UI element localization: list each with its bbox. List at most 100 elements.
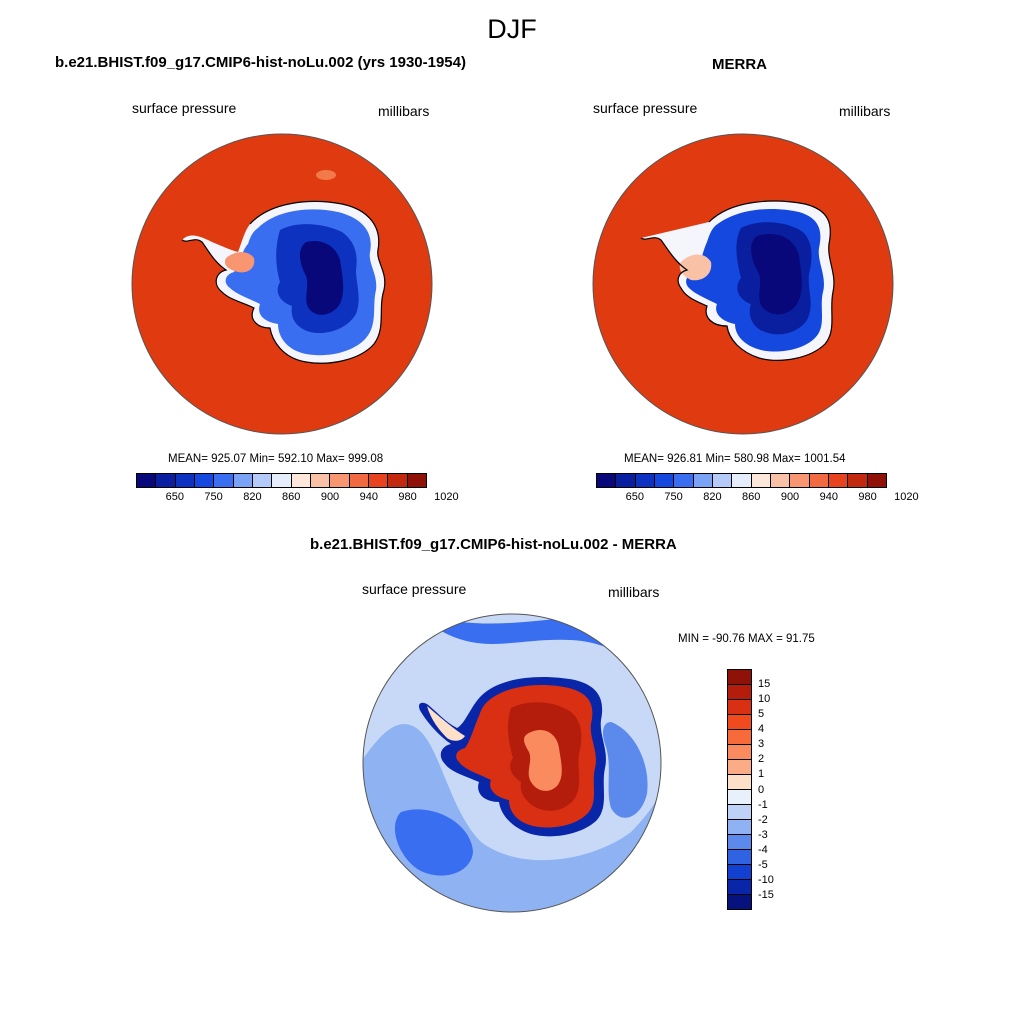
model-pressure-blob [316, 170, 336, 180]
diff-colorbar-box [728, 835, 751, 850]
colorbar-tick-label: 940 [819, 491, 838, 503]
colorbar-box [693, 474, 713, 487]
diff-colorbar-box [728, 775, 751, 790]
colorbar-tick-label: 650 [165, 491, 184, 503]
model-colorbar-boxes [136, 473, 427, 488]
colorbar-tick-label: 980 [858, 491, 877, 503]
colorbar-box [828, 474, 849, 487]
diff-colorbar-tick-label: 3 [758, 738, 765, 751]
colorbar-box [175, 474, 195, 487]
diff-colorbar-tick-label: 15 [758, 678, 771, 691]
diff-colorbar-tick-label: 4 [758, 723, 765, 736]
colorbar-box [597, 474, 617, 487]
diff-colorbar-box [728, 700, 751, 715]
colorbar-box [654, 474, 675, 487]
colorbar-box [751, 474, 771, 487]
diff-colorbar-tick-label: -10 [758, 873, 774, 886]
diff-colorbar-tick-label: -15 [758, 888, 774, 901]
colorbar-tick-label: 940 [359, 491, 378, 503]
diff-colorbar-box [728, 820, 751, 835]
obs-colorbar-ticks: 650 750 820 860 900 940 980 1020 [596, 488, 919, 506]
diff-colorbar-tick-label: 5 [758, 708, 765, 721]
diff-antarctica-field-light [524, 729, 562, 791]
model-map-border [131, 133, 433, 435]
colorbar-box [291, 474, 311, 487]
model-colorbar-ticks: 650 750 820 860 900 940 980 1020 [136, 488, 459, 506]
colorbar-box [310, 474, 331, 487]
colorbar-tick-label: 900 [320, 491, 340, 503]
colorbar-tick-label: 820 [703, 491, 722, 503]
obs-variable-label: surface pressure [593, 100, 698, 116]
diff-colorbar-tick-label: -5 [758, 858, 768, 871]
colorbar-box [635, 474, 655, 487]
diff-map-border [362, 613, 662, 913]
diff-colorbar-box [728, 805, 751, 820]
diff-region-blue-left-low [394, 809, 473, 876]
diff-colorbar-tick-label: 1 [758, 768, 765, 781]
colorbar-box [674, 474, 694, 487]
diff-colorbar-tick-label: -3 [758, 828, 768, 841]
colorbar-tick-label: 1020 [434, 491, 459, 503]
colorbar-tick-label: 820 [243, 491, 262, 503]
colorbar-box [770, 474, 791, 487]
diff-colorbar-box [728, 715, 751, 730]
diff-variable-label: surface pressure [362, 581, 467, 597]
model-colorbar: 650 750 820 860 900 940 980 1020 [136, 473, 459, 506]
model-polar-map [131, 133, 433, 435]
diff-colorbar-box [728, 670, 751, 685]
diff-colorbar-tick-label: 10 [758, 693, 771, 706]
diff-colorbar-tick-label: -4 [758, 843, 768, 856]
diff-panel-title: b.e21.BHIST.f09_g17.CMIP6-hist-noLu.002 … [310, 536, 677, 553]
obs-stats: MEAN= 926.81 Min= 580.98 Max= 1001.54 [624, 453, 846, 465]
colorbar-tick-label: 750 [664, 491, 683, 503]
diff-colorbar-box [728, 865, 751, 880]
colorbar-box [809, 474, 829, 487]
model-antarctica-deep [299, 240, 344, 315]
diff-colorbar-box [728, 745, 751, 760]
diff-stats: MIN = -90.76 MAX = 91.75 [678, 633, 815, 645]
colorbar-box [712, 474, 733, 487]
model-variable-label: surface pressure [132, 100, 237, 116]
colorbar-box [790, 474, 810, 487]
diff-colorbar-box [728, 685, 751, 700]
colorbar-tick-label: 860 [742, 491, 761, 503]
diff-colorbar-tick-label: -2 [758, 813, 768, 826]
colorbar-box [137, 474, 157, 487]
colorbar-box [848, 474, 868, 487]
colorbar-box [368, 474, 389, 487]
diff-colorbar [727, 669, 752, 910]
colorbar-tick-label: 900 [780, 491, 800, 503]
colorbar-box [349, 474, 369, 487]
diff-colorbar-box [728, 895, 751, 909]
colorbar-box [407, 474, 426, 487]
colorbar-box [252, 474, 273, 487]
diff-colorbar-box [728, 790, 751, 805]
diff-colorbar-tick-label: -1 [758, 798, 768, 811]
colorbar-box [156, 474, 176, 487]
colorbar-tick-label: 860 [282, 491, 301, 503]
colorbar-tick-label: 980 [398, 491, 417, 503]
diff-colorbar-box [728, 880, 751, 895]
colorbar-box [272, 474, 292, 487]
diff-colorbar-box [728, 850, 751, 865]
colorbar-box [194, 474, 215, 487]
obs-peninsula-warm [679, 254, 712, 281]
diff-colorbar-tick-label: 2 [758, 753, 765, 766]
obs-colorbar-boxes [596, 473, 887, 488]
diff-colorbar-box [728, 730, 751, 745]
model-units-label: millibars [378, 103, 430, 119]
obs-panel-title: MERRA [712, 56, 767, 73]
model-stats: MEAN= 925.07 Min= 592.10 Max= 999.08 [168, 453, 384, 465]
colorbar-tick-label: 650 [625, 491, 644, 503]
obs-coastline [640, 200, 835, 361]
obs-units-label: millibars [839, 103, 891, 119]
colorbar-box [214, 474, 234, 487]
obs-antarctica-deep [751, 234, 802, 315]
diff-colorbar-boxes [727, 669, 752, 910]
colorbar-box [867, 474, 886, 487]
model-coastline [181, 200, 386, 364]
colorbar-box [732, 474, 752, 487]
colorbar-tick-label: 750 [204, 491, 223, 503]
model-peninsula-warm [224, 252, 255, 273]
colorbar-box [233, 474, 253, 487]
